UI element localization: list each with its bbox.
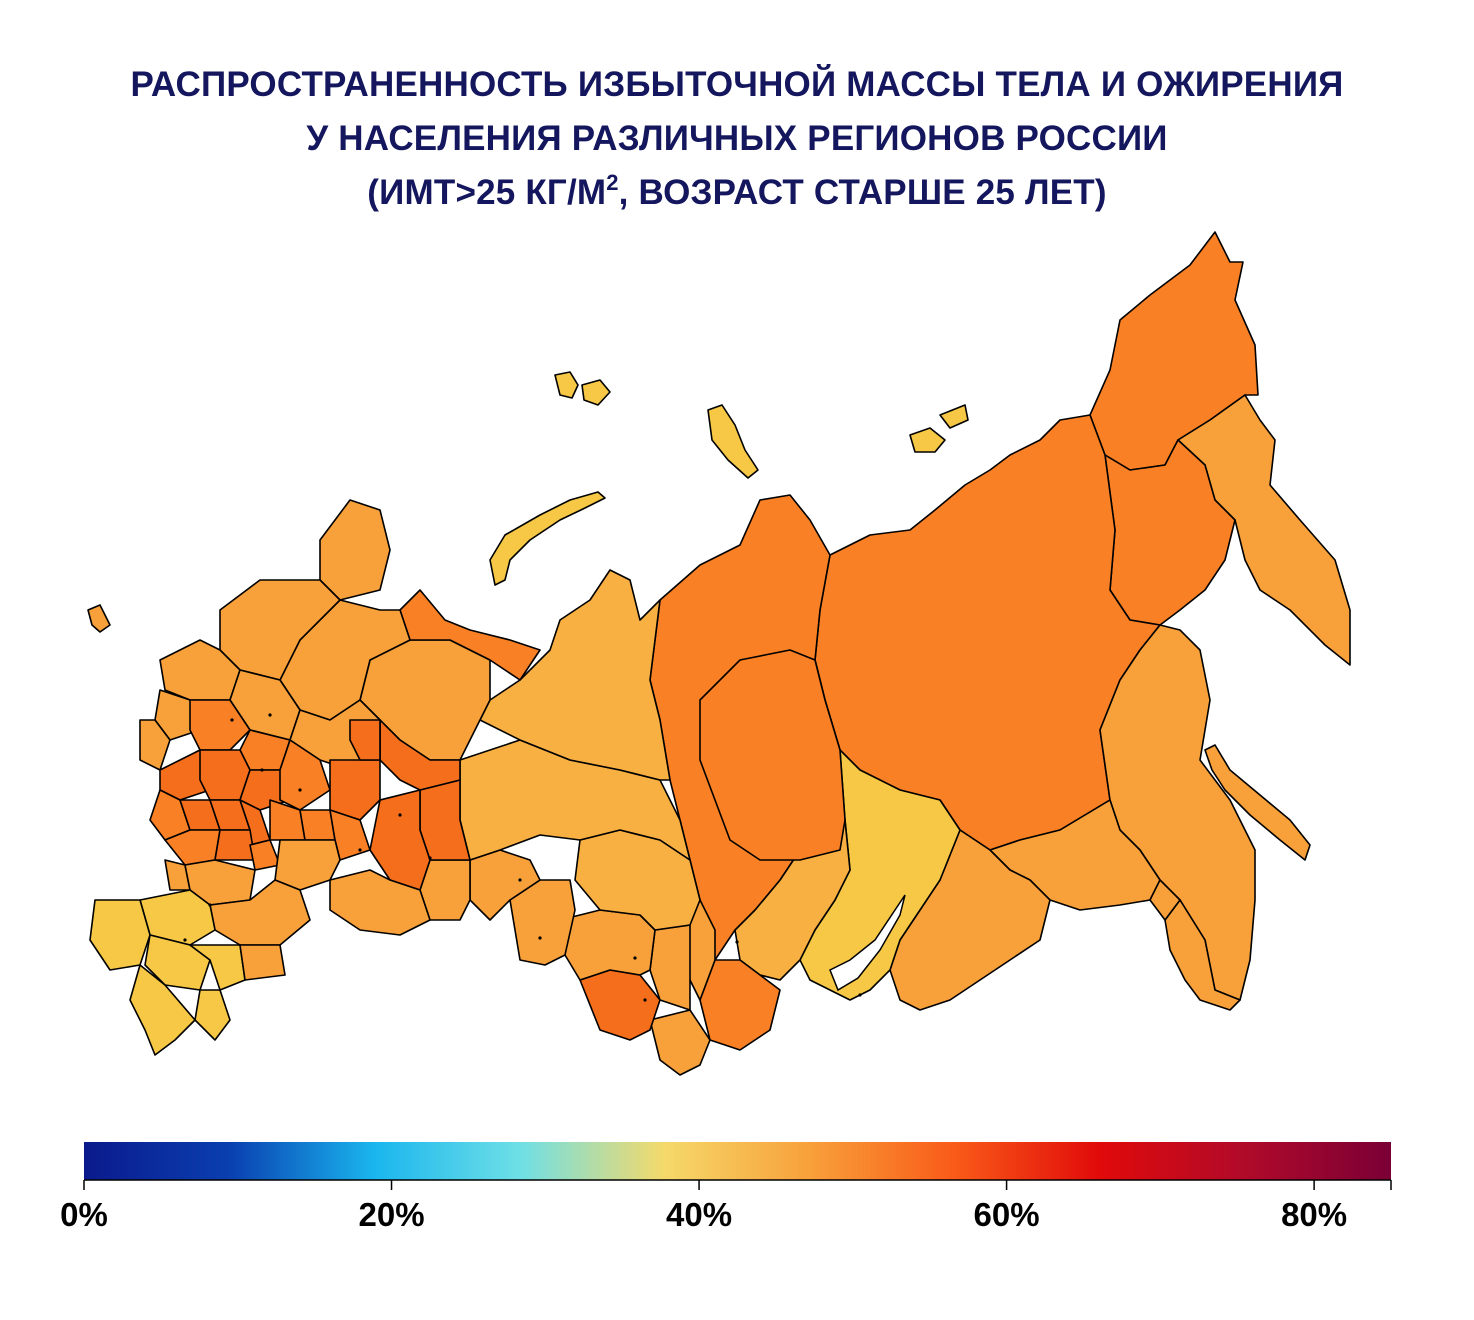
color-scale-bar — [84, 1142, 1391, 1180]
map-title: РАСПРОСТРАНЕННОСТЬ ИЗБЫТОЧНОЙ МАССЫ ТЕЛА… — [0, 58, 1474, 220]
lake-baikal — [829, 894, 906, 992]
city-dot — [428, 856, 432, 860]
region-dagestan — [194, 989, 231, 1041]
region-bashkortostan — [369, 789, 431, 891]
city-dot — [858, 993, 862, 997]
region-perm — [379, 719, 461, 791]
region-udmurtia — [349, 719, 381, 761]
scale-tick-label: 0% — [60, 1196, 108, 1233]
city-dot — [268, 713, 272, 717]
region-sakhalin — [1204, 744, 1311, 861]
city-dot — [518, 878, 522, 882]
region-nenets — [399, 589, 541, 681]
city-dot — [358, 848, 362, 852]
region-jewish-ao — [1149, 879, 1181, 921]
region-samara — [329, 809, 371, 861]
region-volgograd — [209, 879, 311, 946]
region-kalmykia — [189, 944, 246, 991]
city-dot — [260, 768, 264, 772]
region-novaya-zemlya — [489, 491, 606, 586]
region-yanao — [479, 569, 671, 781]
city-dot — [398, 813, 402, 817]
title-line-2: У НАСЕЛЕНИЯ РАЗЛИЧНЫХ РЕГИОНОВ РОССИИ — [306, 119, 1168, 158]
city-dot — [208, 903, 212, 907]
region-tyva — [699, 959, 781, 1051]
scale-tick-label: 40% — [666, 1196, 733, 1233]
region-severnaya-zemlya — [707, 404, 759, 479]
region-tyumen — [469, 849, 541, 921]
region-kaliningrad — [87, 604, 111, 633]
region-new-siberian — [909, 427, 946, 453]
region-astrakhan — [239, 944, 286, 981]
region-evenkia — [699, 649, 846, 861]
scale-tick-label: 20% — [358, 1196, 425, 1233]
title-line-3: (ИМТ>25 КГ/М2, ВОЗРАСТ СТАРШЕ 25 ЛЕТ) — [367, 170, 1107, 213]
city-dot — [735, 940, 739, 944]
city-dot — [183, 938, 187, 942]
region-franz-josef-land — [554, 371, 579, 399]
region-orenburg — [329, 869, 431, 936]
region-pskov — [139, 719, 171, 771]
region-caucasus — [129, 964, 196, 1056]
city-dot — [298, 788, 302, 792]
region-omsk — [509, 879, 576, 966]
region-new-siberian — [939, 404, 969, 429]
region-franz-josef-land — [581, 379, 611, 406]
region-novgorod — [154, 689, 201, 741]
region-primorye — [1164, 899, 1241, 1011]
scale-tick-label: 60% — [973, 1196, 1040, 1233]
title-line-1: РАСПРОСТРАНЕННОСТЬ ИЗБЫТОЧНОЙ МАССЫ ТЕЛА… — [130, 65, 1344, 104]
city-dot — [230, 718, 234, 722]
scale-tick-label: 80% — [1281, 1196, 1348, 1233]
city-dot — [633, 956, 637, 960]
city-dot — [538, 936, 542, 940]
city-dot — [643, 998, 647, 1002]
region-smolensk — [159, 749, 211, 801]
